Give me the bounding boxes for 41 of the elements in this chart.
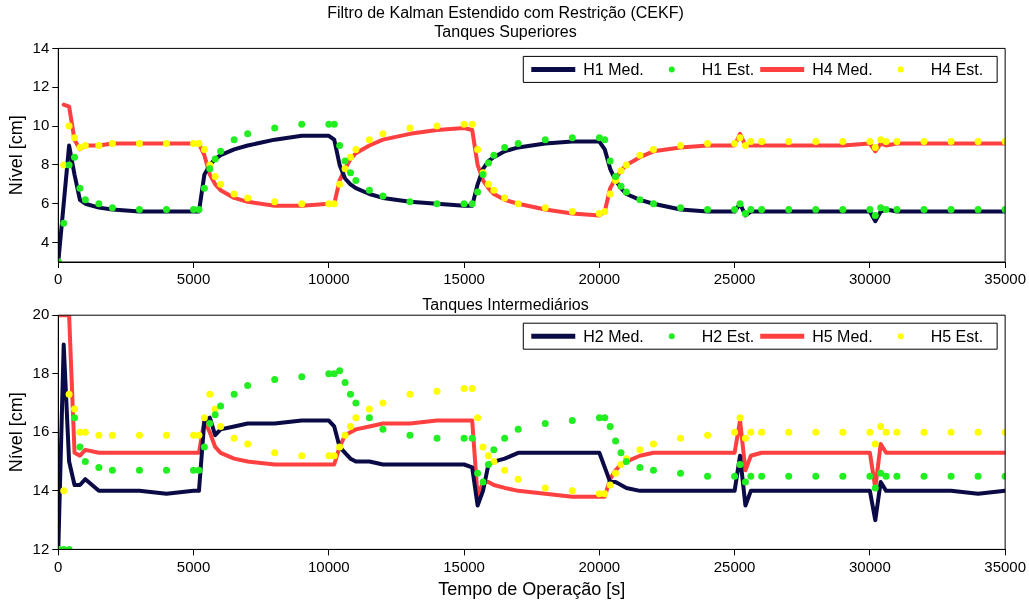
chart-title: Tanques Intermediários [422,296,589,314]
x-tick-label: 10000 [307,557,350,575]
x-tick-label: 0 [54,270,63,288]
chart-subtitle: Tanques Superiores [434,23,577,41]
x-tick-label: 25000 [713,270,756,288]
legend-label: H2 Est. [701,327,755,345]
x-tick-label: 35000 [984,270,1026,288]
chart-title: Filtro de Kalman Estendido com Restrição (CEKF) [327,4,684,22]
x-tick-label: 5000 [176,270,211,288]
y-axis-title: Nível [cm] [5,392,26,473]
y-tick-label: 14 [32,38,50,56]
x-tick-label: 30000 [849,270,891,288]
x-tick-label: 15000 [443,270,485,288]
y-tick-label: 12 [32,539,50,557]
x-tick-label: 20000 [578,557,621,575]
x-tick-label: 15000 [443,557,485,575]
y-tick-label: 20 [32,305,50,323]
x-tick-label: 30000 [849,557,891,575]
y-tick-label: 10 [32,116,50,134]
legend-label: H2 Med. [583,327,644,345]
legend-label: H5 Est. [930,327,984,345]
y-axis-title: Nível [cm] [5,115,26,196]
y-tick-label: 18 [32,363,50,381]
legend-label: H4 Med. [812,60,873,78]
legend-label: H1 Est. [701,60,755,78]
x-tick-label: 25000 [713,557,756,575]
y-tick-label: 16 [32,422,50,440]
y-tick-label: 12 [32,77,50,95]
legend-label: H4 Est. [930,60,984,78]
y-tick-label: 6 [40,193,50,211]
legend-label: H1 Med. [583,60,644,78]
y-tick-label: 8 [40,155,50,173]
x-tick-label: 5000 [176,557,211,575]
x-axis-title: Tempo de Operação [s] [438,579,626,600]
x-tick-label: 20000 [578,270,621,288]
x-tick-label: 10000 [307,270,350,288]
x-tick-label: 0 [54,557,63,575]
x-tick-label: 35000 [984,557,1026,575]
y-tick-label: 4 [40,232,50,250]
legend-label: H5 Med. [812,327,873,345]
y-tick-label: 14 [32,480,50,498]
